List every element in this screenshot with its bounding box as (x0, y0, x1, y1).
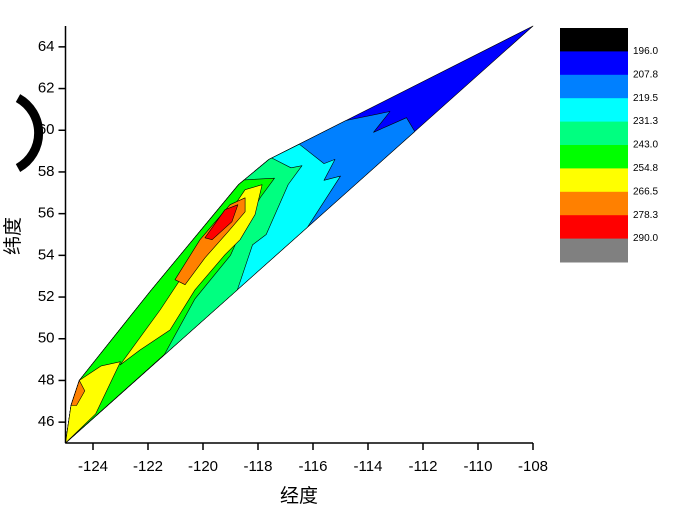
contour-region (70, 380, 86, 406)
y-tick-label: 48 (38, 371, 55, 388)
colorbar-label: 278.3 (633, 210, 658, 221)
colorbar-block (560, 98, 628, 123)
x-tick-label: -124 (78, 458, 108, 475)
x-tick-label: -110 (464, 458, 493, 475)
x-tick-label: -112 (409, 458, 438, 475)
colorbar-label: 196.0 (633, 46, 658, 57)
plot-area (65, 25, 534, 444)
colorbar-label: 290.0 (633, 233, 658, 244)
y-tick-label: 58 (38, 163, 55, 180)
x-tick-label: -118 (244, 458, 273, 475)
colorbar-block (560, 121, 628, 146)
y-tick-label: 52 (38, 288, 55, 305)
colorbar-block (560, 238, 628, 263)
y-tick-label: 56 (38, 205, 55, 222)
colorbar-block (560, 215, 628, 240)
colorbar-label: 207.8 (633, 69, 658, 80)
y-tick-label: 62 (38, 80, 55, 97)
colorbar-label: 219.5 (633, 93, 658, 104)
x-tick-label: -108 (518, 458, 548, 475)
y-tick-label: 50 (38, 330, 55, 347)
colorbar-block (560, 191, 628, 216)
x-tick-label: -120 (188, 458, 218, 475)
x-tick-label: -116 (299, 458, 328, 475)
y-tick-label: 54 (38, 246, 55, 263)
y-tick-label: 46 (38, 413, 55, 430)
colorbar-label: 231.3 (633, 116, 658, 127)
colorbar-block (560, 145, 628, 169)
y-tick-label: 64 (38, 38, 55, 55)
x-tick-label: -114 (354, 458, 383, 475)
colorbar-label: 266.5 (633, 186, 658, 197)
colorbar-label: 254.8 (633, 163, 658, 174)
colorbar-block (560, 28, 628, 52)
colorbar: 196.0 207.8 219.5 231.3 243.0 254.8 266.5 278.3… (560, 28, 658, 263)
colorbar-block (560, 51, 628, 76)
y-axis-title: 纬度 (2, 217, 24, 255)
colorbar-block (560, 168, 628, 193)
overlay-arc (15, 94, 44, 172)
colorbar-label: 243.0 (633, 140, 658, 151)
colorbar-block (560, 74, 628, 99)
y-tick-label: 60 (38, 121, 55, 138)
x-tick-label: -122 (133, 458, 163, 475)
contour-region (204, 204, 239, 240)
x-axis-title: 经度 (280, 485, 318, 507)
